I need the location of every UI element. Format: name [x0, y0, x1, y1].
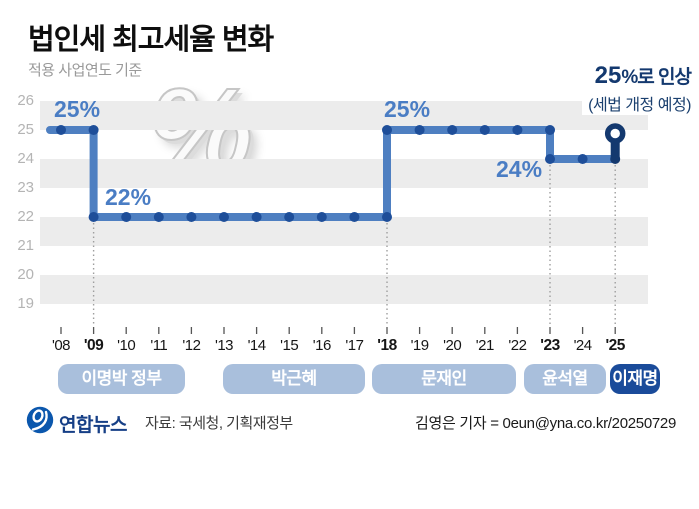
grid-stripe: [40, 159, 648, 188]
value-label-25-first: 25%: [54, 96, 101, 122]
reporter-credit: 김영은 기자 = 0eun@yna.co.kr/20250729: [414, 415, 676, 432]
data-point-dot: [577, 154, 588, 164]
data-point-dot: [88, 212, 99, 222]
projection-annotation: 25%로 인상 (세법 개정 예정): [582, 62, 692, 115]
page-subtitle: 적용 사업연도 기준: [28, 62, 142, 79]
government-pill: 이명박 정부: [58, 364, 185, 394]
value-label-24: 24%: [496, 156, 543, 182]
x-axis-label: '17: [345, 337, 364, 354]
y-axis-label: 26: [17, 92, 34, 109]
x-axis-label: '12: [182, 337, 201, 354]
data-point-dot: [56, 125, 66, 135]
value-label-22: 22%: [105, 184, 152, 210]
grid-stripe: [40, 217, 648, 246]
data-source: 자료: 국세청, 기획재정부: [145, 415, 293, 432]
data-point-dot: [316, 212, 327, 222]
x-axis-label: '15: [280, 337, 299, 354]
government-pill: 박근혜: [223, 364, 365, 394]
page-title: 법인세 최고세율 변화: [28, 24, 274, 56]
x-axis-label: '16: [312, 337, 332, 354]
data-point-dot: [251, 212, 262, 222]
x-axis-label: '21: [475, 337, 495, 354]
government-pill: 윤석열: [524, 364, 606, 394]
x-axis-label: '23: [540, 337, 560, 354]
x-axis-label: '22: [508, 337, 527, 354]
data-point-dot: [382, 125, 392, 135]
y-axis-label: 21: [17, 237, 34, 254]
data-point-dot: [153, 212, 164, 222]
x-axis-label: '19: [410, 337, 430, 354]
data-point-dot: [545, 154, 555, 164]
annotation-suffix: %로 인상: [621, 67, 692, 88]
data-point-dot: [219, 212, 229, 222]
data-point-dot: [512, 125, 523, 135]
projected-ring-marker: [604, 123, 626, 144]
data-point-dot: [414, 125, 425, 135]
grid-stripe: [40, 101, 648, 130]
data-point-dot: [349, 212, 360, 222]
y-axis-label: 23: [17, 179, 34, 196]
data-point-dot: [121, 212, 132, 222]
data-point-dot: [545, 125, 555, 135]
annotation-note: (세법 개정 예정): [588, 97, 691, 114]
annotation-value: 25: [594, 62, 622, 89]
yonhap-logo-text: 연합뉴스: [59, 415, 127, 436]
x-axis-label: '20: [443, 337, 462, 354]
data-point-dot: [284, 212, 295, 222]
government-pill: 문재인: [372, 364, 516, 394]
x-axis-label: '14: [247, 337, 267, 354]
x-axis-label: '09: [83, 337, 104, 354]
x-axis-label: '24: [573, 337, 593, 354]
x-axis-label: '11: [150, 337, 168, 354]
data-point-dot: [186, 212, 197, 222]
y-axis-label: 19: [17, 295, 34, 312]
y-axis-label: 22: [17, 208, 34, 225]
yonhap-logo-icon: [26, 406, 54, 434]
x-axis-label: '08: [51, 337, 71, 354]
grid-stripe: [40, 275, 648, 304]
x-axis-label: '10: [117, 337, 136, 354]
y-axis-label: 25: [17, 121, 34, 138]
value-label-25-second: 25%: [384, 96, 431, 122]
x-axis-label: '18: [377, 337, 397, 354]
x-axis-label: '13: [214, 337, 234, 354]
data-point-dot: [447, 125, 458, 135]
data-point-dot: [88, 125, 99, 135]
y-axis-label: 20: [17, 266, 34, 283]
x-axis-label: '25: [605, 337, 625, 354]
y-axis-label: 24: [17, 150, 34, 167]
data-point-dot: [479, 125, 490, 135]
data-point-dot: [382, 212, 392, 222]
government-pill: 이재명: [610, 364, 660, 394]
